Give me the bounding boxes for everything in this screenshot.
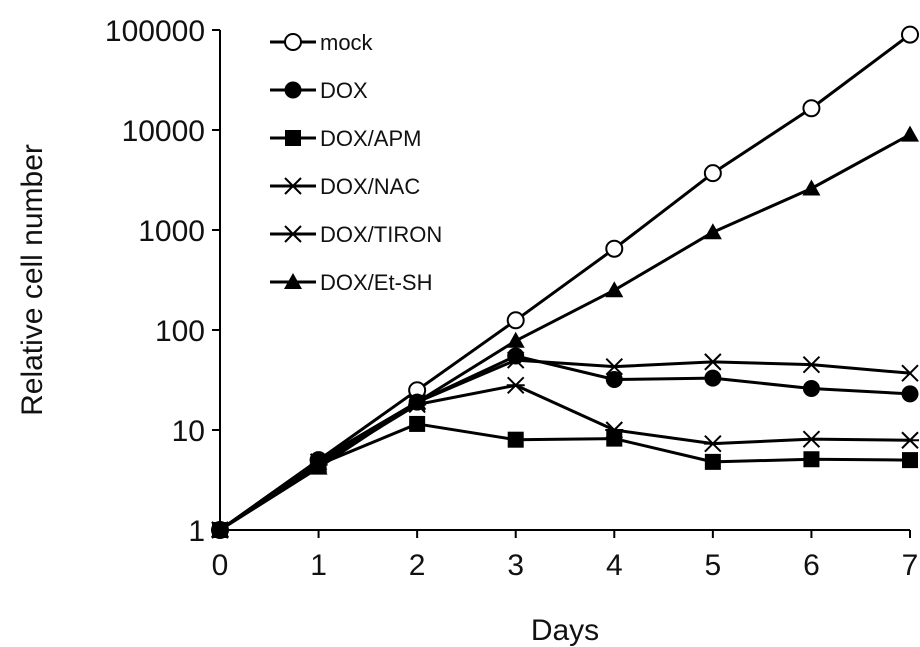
series-dox-apm — [212, 415, 918, 538]
legend-marker — [284, 273, 302, 289]
data-point-mock — [605, 239, 624, 258]
series-dox — [211, 347, 919, 539]
series-dox-nac — [211, 351, 919, 539]
data-point-dox-tiron — [703, 434, 722, 453]
x-tick-label: 7 — [902, 549, 919, 582]
y-tick-label: 1 — [188, 515, 205, 548]
legend: mock DOX DOX/APM DOX/NAC DOX/TIRON DOX/Et-SH — [270, 30, 442, 295]
axes — [219, 30, 910, 531]
x-tick-label: 6 — [803, 549, 820, 582]
data-point-dox-et-sh — [506, 331, 525, 348]
y-tick-label: 100 — [155, 315, 205, 348]
series-line-mock — [219, 33, 911, 532]
data-point-dox — [704, 369, 722, 387]
x-tick-label: 2 — [409, 549, 426, 582]
data-point-dox — [605, 370, 623, 388]
series-line-dox-et-sh — [219, 133, 911, 532]
data-point-dox-et-sh — [901, 125, 919, 142]
data-point-dox-apm — [902, 452, 918, 469]
data-point-dox-apm — [704, 453, 721, 470]
y-tick-label: 10 — [172, 415, 205, 448]
data-point-dox-apm — [803, 451, 820, 468]
legend-marker — [285, 130, 301, 146]
legend-label: DOX/NAC — [320, 174, 420, 199]
legend-label: DOX — [320, 78, 368, 103]
legend-marker — [284, 177, 302, 195]
data-point-dox-apm — [606, 430, 623, 447]
legend-item-dox-apm: DOX/APM — [270, 126, 421, 151]
data-point-dox-et-sh — [802, 179, 821, 196]
data-point-dox-nac — [704, 353, 722, 371]
x-tick-label: 3 — [507, 549, 524, 582]
legend-marker — [284, 81, 302, 99]
data-point-dox — [901, 385, 919, 403]
data-point-dox-tiron — [506, 376, 525, 394]
data-point-dox-et-sh — [408, 393, 427, 410]
y-ticks: 1 10 100 1000 10000 100000 — [105, 15, 220, 548]
data-point-dox-nac — [507, 351, 525, 369]
x-axis-title: Days — [531, 614, 599, 647]
legend-label: DOX/APM — [320, 126, 421, 151]
series-line-dox-nac — [219, 358, 911, 532]
x-tick-label: 5 — [705, 549, 722, 582]
legend-label: DOX/TIRON — [320, 222, 442, 247]
legend-marker — [284, 33, 302, 51]
y-tick-label: 10000 — [122, 115, 205, 148]
data-point-dox-apm — [507, 431, 524, 448]
x-tick-label: 1 — [310, 549, 327, 582]
data-point-mock — [506, 311, 525, 330]
legend-item-mock: mock — [270, 30, 374, 55]
data-point-dox-nac — [802, 355, 821, 374]
data-point-dox-apm — [409, 415, 426, 432]
data-point-mock — [802, 99, 821, 118]
data-point-dox-tiron — [802, 430, 821, 448]
series-dox-et-sh — [211, 125, 919, 537]
y-axis-title: Relative cell number — [16, 144, 49, 416]
x-tick-label: 4 — [606, 549, 623, 582]
data-point-dox-nac — [901, 364, 919, 382]
series-layer — [211, 25, 919, 539]
data-point-dox-et-sh — [211, 521, 229, 537]
legend-item-dox-et-sh: DOX/Et-SH — [270, 270, 432, 295]
data-point-dox-nac — [605, 357, 623, 376]
data-point-dox-tiron — [901, 431, 919, 449]
legend-item-dox-nac: DOX/NAC — [270, 174, 420, 199]
data-point-dox-tiron — [605, 421, 624, 439]
legend-item-dox-tiron: DOX/TIRON — [270, 222, 442, 247]
data-point-mock — [901, 25, 919, 44]
data-point-dox-et-sh — [703, 223, 722, 240]
x-tick-label: 0 — [212, 549, 229, 582]
data-point-dox-et-sh — [605, 281, 624, 298]
data-point-dox-et-sh — [309, 458, 328, 475]
legend-marker — [284, 225, 302, 243]
legend-label: mock — [320, 30, 374, 55]
series-line-dox-tiron — [219, 383, 911, 532]
data-point-dox — [802, 380, 820, 398]
x-ticks: 0 1 2 3 4 5 6 7 — [212, 530, 919, 582]
y-tick-label: 100000 — [105, 15, 205, 48]
data-point-mock — [703, 164, 722, 183]
legend-item-dox: DOX — [270, 78, 368, 103]
y-tick-label: 1000 — [138, 215, 205, 248]
legend-label: DOX/Et-SH — [320, 270, 432, 295]
